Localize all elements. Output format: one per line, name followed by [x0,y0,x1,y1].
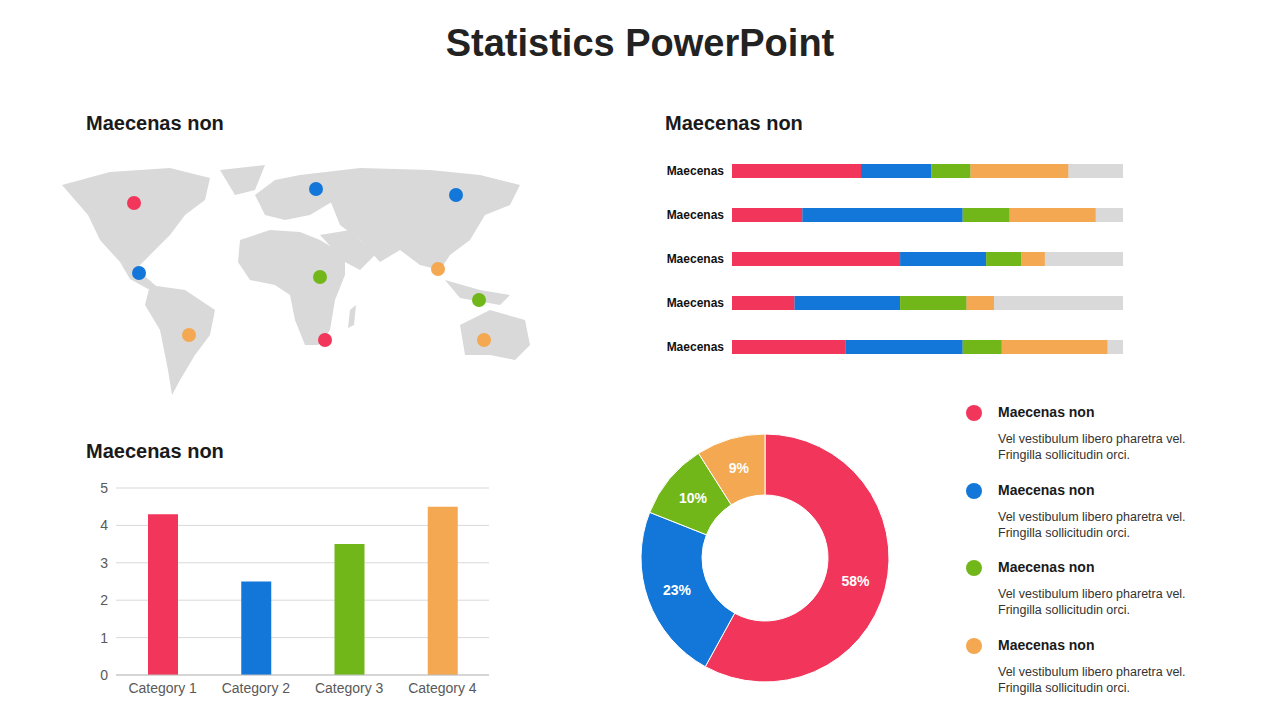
svg-text:10%: 10% [679,490,708,506]
svg-text:Category 1: Category 1 [128,680,197,696]
svg-text:5: 5 [100,480,108,496]
svg-text:Maecenas: Maecenas [667,164,725,178]
svg-text:4: 4 [100,517,108,533]
html-text:Maecenas non: Maecenas non [998,637,1095,654]
svg-text:9%: 9% [729,460,750,476]
html-text:Maecenas non: Maecenas non [86,440,224,462]
html-text:Statistics PowerPoint: Statistics PowerPoint [445,22,835,64]
svg-text:3: 3 [100,555,108,571]
html-text:Maecenas non: Maecenas non [998,404,1095,420]
svg-text:Maecenas: Maecenas [667,340,725,354]
html-text:Maecenas non: Maecenas non [665,112,803,134]
html-text:Maecenas non: Maecenas non [998,481,1095,498]
svg-text:0: 0 [100,667,108,683]
html-text:Vel vestibulum libero pharetra: Vel vestibulum libero pharetra vel. Frin… [998,665,1186,696]
svg-text:23%: 23% [663,582,692,598]
svg-text:58%: 58% [842,573,871,589]
html-text:Vel vestibulum libero pharetra: Vel vestibulum libero pharetra vel. Frin… [998,432,1186,462]
svg-text:Category 3: Category 3 [315,680,384,696]
html-text:Vel vestibulum libero pharetra: Vel vestibulum libero pharetra vel. Frin… [998,509,1186,540]
svg-text:Maecenas: Maecenas [667,296,725,310]
html-text:Maecenas non: Maecenas non [998,559,1095,576]
svg-text:1: 1 [100,630,108,646]
html-text:Vel vestibulum libero pharetra: Vel vestibulum libero pharetra vel. Frin… [998,587,1186,618]
svg-text:Maecenas: Maecenas [667,208,725,222]
html-text:Maecenas non: Maecenas non [86,112,224,134]
svg-text:Category 4: Category 4 [408,680,477,696]
svg-text:Maecenas: Maecenas [667,252,725,266]
svg-text:Category 2: Category 2 [222,680,291,696]
svg-text:2: 2 [100,592,108,608]
